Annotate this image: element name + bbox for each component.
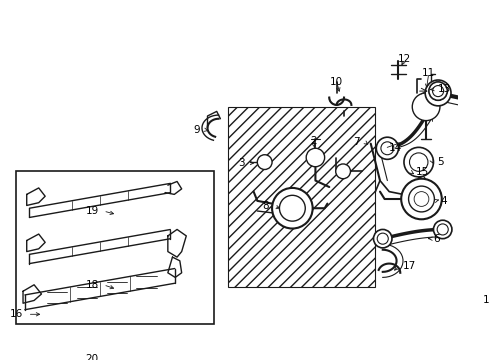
Circle shape <box>414 192 429 206</box>
Text: 18: 18 <box>85 280 98 290</box>
Text: 2: 2 <box>310 136 317 146</box>
Bar <box>16 171 214 324</box>
Bar <box>228 107 375 287</box>
Text: 3: 3 <box>238 158 245 168</box>
Text: 8: 8 <box>263 201 270 211</box>
Circle shape <box>336 164 350 179</box>
Text: 16: 16 <box>10 309 23 319</box>
Circle shape <box>306 148 325 167</box>
Circle shape <box>433 86 443 96</box>
Circle shape <box>272 188 313 229</box>
Text: 1: 1 <box>483 296 490 306</box>
Text: 13: 13 <box>438 84 451 94</box>
Circle shape <box>377 233 388 244</box>
Text: 7: 7 <box>353 137 360 147</box>
Circle shape <box>404 147 434 177</box>
Text: 4: 4 <box>440 196 446 206</box>
Circle shape <box>437 224 448 235</box>
Text: 17: 17 <box>403 261 416 271</box>
Text: 10: 10 <box>330 77 343 87</box>
Bar <box>47 292 67 303</box>
Bar <box>107 282 127 293</box>
Circle shape <box>279 195 305 221</box>
Circle shape <box>257 155 272 170</box>
Circle shape <box>434 220 452 239</box>
Circle shape <box>401 179 442 219</box>
Circle shape <box>409 186 435 212</box>
Bar <box>76 287 97 298</box>
Text: 6: 6 <box>434 234 440 244</box>
Circle shape <box>412 93 440 121</box>
Circle shape <box>376 137 398 159</box>
Text: 5: 5 <box>437 157 444 167</box>
Text: 20: 20 <box>86 354 98 360</box>
Circle shape <box>381 142 394 155</box>
Text: 12: 12 <box>398 54 412 64</box>
Text: 11: 11 <box>422 68 436 78</box>
Text: 19: 19 <box>85 206 98 216</box>
Bar <box>137 276 157 288</box>
Circle shape <box>373 229 392 248</box>
Text: 14: 14 <box>389 143 402 153</box>
Text: 15: 15 <box>416 167 429 177</box>
Circle shape <box>429 82 447 100</box>
Text: 9: 9 <box>194 125 200 135</box>
Circle shape <box>431 86 445 100</box>
Circle shape <box>410 153 428 171</box>
Circle shape <box>425 80 451 106</box>
